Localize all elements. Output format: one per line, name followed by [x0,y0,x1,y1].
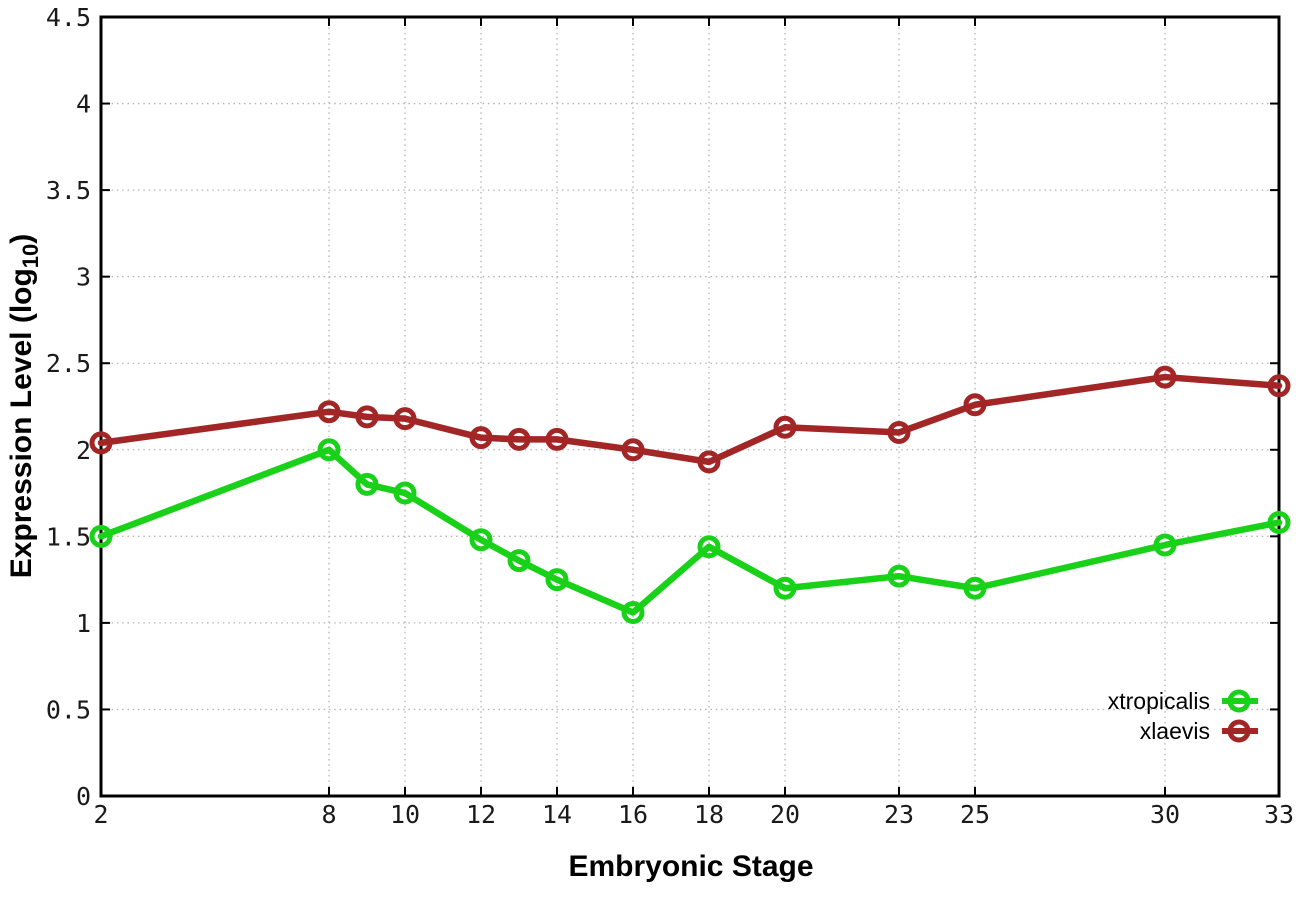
xtropicalis-data-point [773,576,797,600]
legend-label-xlaevis: xlaevis [1140,718,1210,744]
y-tick-label: 0.5 [46,695,91,724]
x-tick-label: 33 [1264,800,1294,829]
xtropicalis-data-point [89,524,113,548]
x-tick-label: 16 [618,800,648,829]
xtropicalis-data-point [1267,510,1291,534]
x-tick-label: 8 [321,800,336,829]
series-line-xtropicalis [97,446,1283,616]
y-tick-label: 1.5 [46,522,91,551]
x-tick-label: 18 [694,800,724,829]
xlaevis-data-point [1153,365,1177,389]
xlaevis-data-point [355,405,379,429]
xlaevis-data-point [773,415,797,439]
y-tick-label: 3.5 [46,176,91,205]
y-tick-label: 4.5 [46,3,91,32]
xtropicalis-data-point [507,549,531,573]
y-tick-label: 1 [76,609,91,638]
x-tick-label: 2 [93,800,108,829]
xtropicalis-data-point [317,438,341,462]
x-tick-label: 23 [884,800,914,829]
y-tick-label: 2 [76,436,91,465]
x-tick-label: 25 [960,800,990,829]
legend-item-xtropicalis: xtropicalis [1108,688,1258,714]
xtropicalis-data-point [621,601,645,625]
xtropicalis-data-point [469,528,493,552]
plot-area: 2 8 10 12 14 16 18 20 23 25 30 33 0 0.5 1 1.5 2 2.5 3 3.5 4 4… [46,3,1294,829]
x-axis-title: Embryonic Stage [568,850,813,883]
xlaevis-data-point [393,407,417,431]
y-tick-label: 3 [76,263,91,292]
x-tick-label: 10 [390,800,420,829]
xtropicalis-data-point [355,472,379,496]
y-tick-label: 4 [76,90,91,119]
x-tick-label: 30 [1150,800,1180,829]
xlaevis-data-point [545,427,569,451]
xtropicalis-data-point [963,576,987,600]
series-line-xlaevis [97,373,1283,466]
x-tick-label: 20 [770,800,800,829]
xlaevis-data-point [963,393,987,417]
plot-border [99,15,1281,798]
xtropicalis-data-point [1153,533,1177,557]
xlaevis-data-point [469,426,493,450]
xlaevis-data-point [697,450,721,474]
xtropicalis-data-point [545,568,569,592]
x-tick-label: 12 [466,800,496,829]
xlaevis-data-point [621,438,645,462]
legend-label-xtropicalis: xtropicalis [1108,688,1210,714]
xlaevis-data-point [89,431,113,455]
xtropicalis-data-point [697,535,721,559]
xlaevis-data-point [887,420,911,444]
legend-marker-xtropicalis-icon [1227,689,1251,713]
y-tick-label: 2.5 [46,349,91,378]
legend: xtropicalis xlaevis [1108,688,1258,744]
xlaevis-data-point [507,427,531,451]
xlaevis-data-point [1267,374,1291,398]
xtropicalis-data-point [887,564,911,588]
xlaevis-data-point [317,400,341,424]
legend-item-xlaevis: xlaevis [1140,718,1258,744]
xtropicalis-data-point [393,481,417,505]
legend-marker-xlaevis-icon [1227,719,1251,743]
x-tick-label: 14 [542,800,572,829]
y-tick-label: 0 [76,782,91,811]
y-axis-title: Expression Level (log10) [5,234,43,579]
